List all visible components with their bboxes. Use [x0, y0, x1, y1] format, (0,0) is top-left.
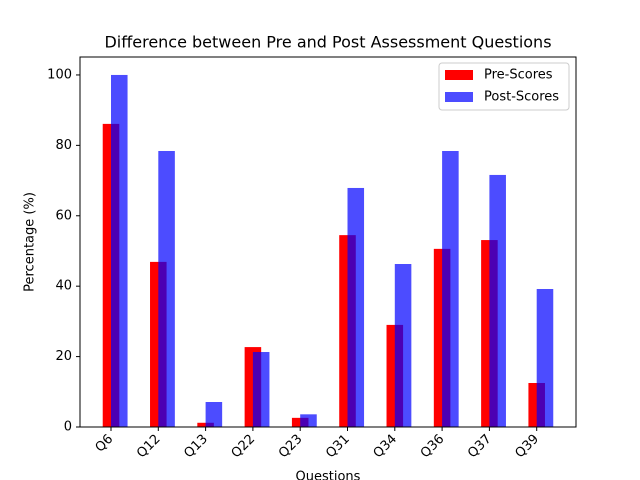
x-tick-label: Q34	[371, 432, 401, 462]
plot-frame	[79, 56, 577, 428]
y-tick-label: 60	[55, 208, 72, 223]
bar	[300, 414, 317, 427]
y-axis-label: Percentage (%)	[23, 192, 38, 292]
bar	[394, 264, 412, 427]
bar	[347, 187, 365, 427]
legend-label: Post-Scores	[484, 90, 559, 105]
x-tick-label: Q22	[229, 432, 259, 462]
bar	[536, 288, 554, 427]
bar	[291, 417, 309, 427]
bar	[158, 150, 175, 427]
legend-label: Pre-Scores	[484, 68, 553, 83]
legend-swatch	[445, 92, 473, 102]
x-tick-label: Q36	[418, 432, 448, 462]
x-tick-label: Q39	[512, 432, 542, 462]
bar	[111, 74, 128, 427]
bar	[489, 174, 506, 427]
chart-title: Difference between Pre and Post Assessme…	[104, 33, 551, 52]
x-tick-label: Q31	[323, 432, 353, 462]
y-tick-label: 40	[55, 279, 72, 294]
bar	[205, 402, 223, 427]
x-tick-label: Q13	[181, 432, 211, 462]
x-tick-label: Q23	[276, 432, 306, 462]
legend-swatch	[445, 70, 473, 80]
bar	[442, 150, 459, 427]
x-tick-label: Q37	[465, 432, 495, 462]
y-tick-label: 80	[55, 138, 72, 153]
x-axis-label: Questions	[296, 470, 361, 480]
y-tick-label: 20	[55, 349, 72, 364]
bar	[252, 352, 270, 427]
x-tick-label: Q12	[134, 432, 164, 462]
y-tick-label: 100	[47, 67, 72, 82]
y-tick-label: 0	[64, 420, 72, 435]
x-tick-label: Q6	[93, 432, 117, 456]
